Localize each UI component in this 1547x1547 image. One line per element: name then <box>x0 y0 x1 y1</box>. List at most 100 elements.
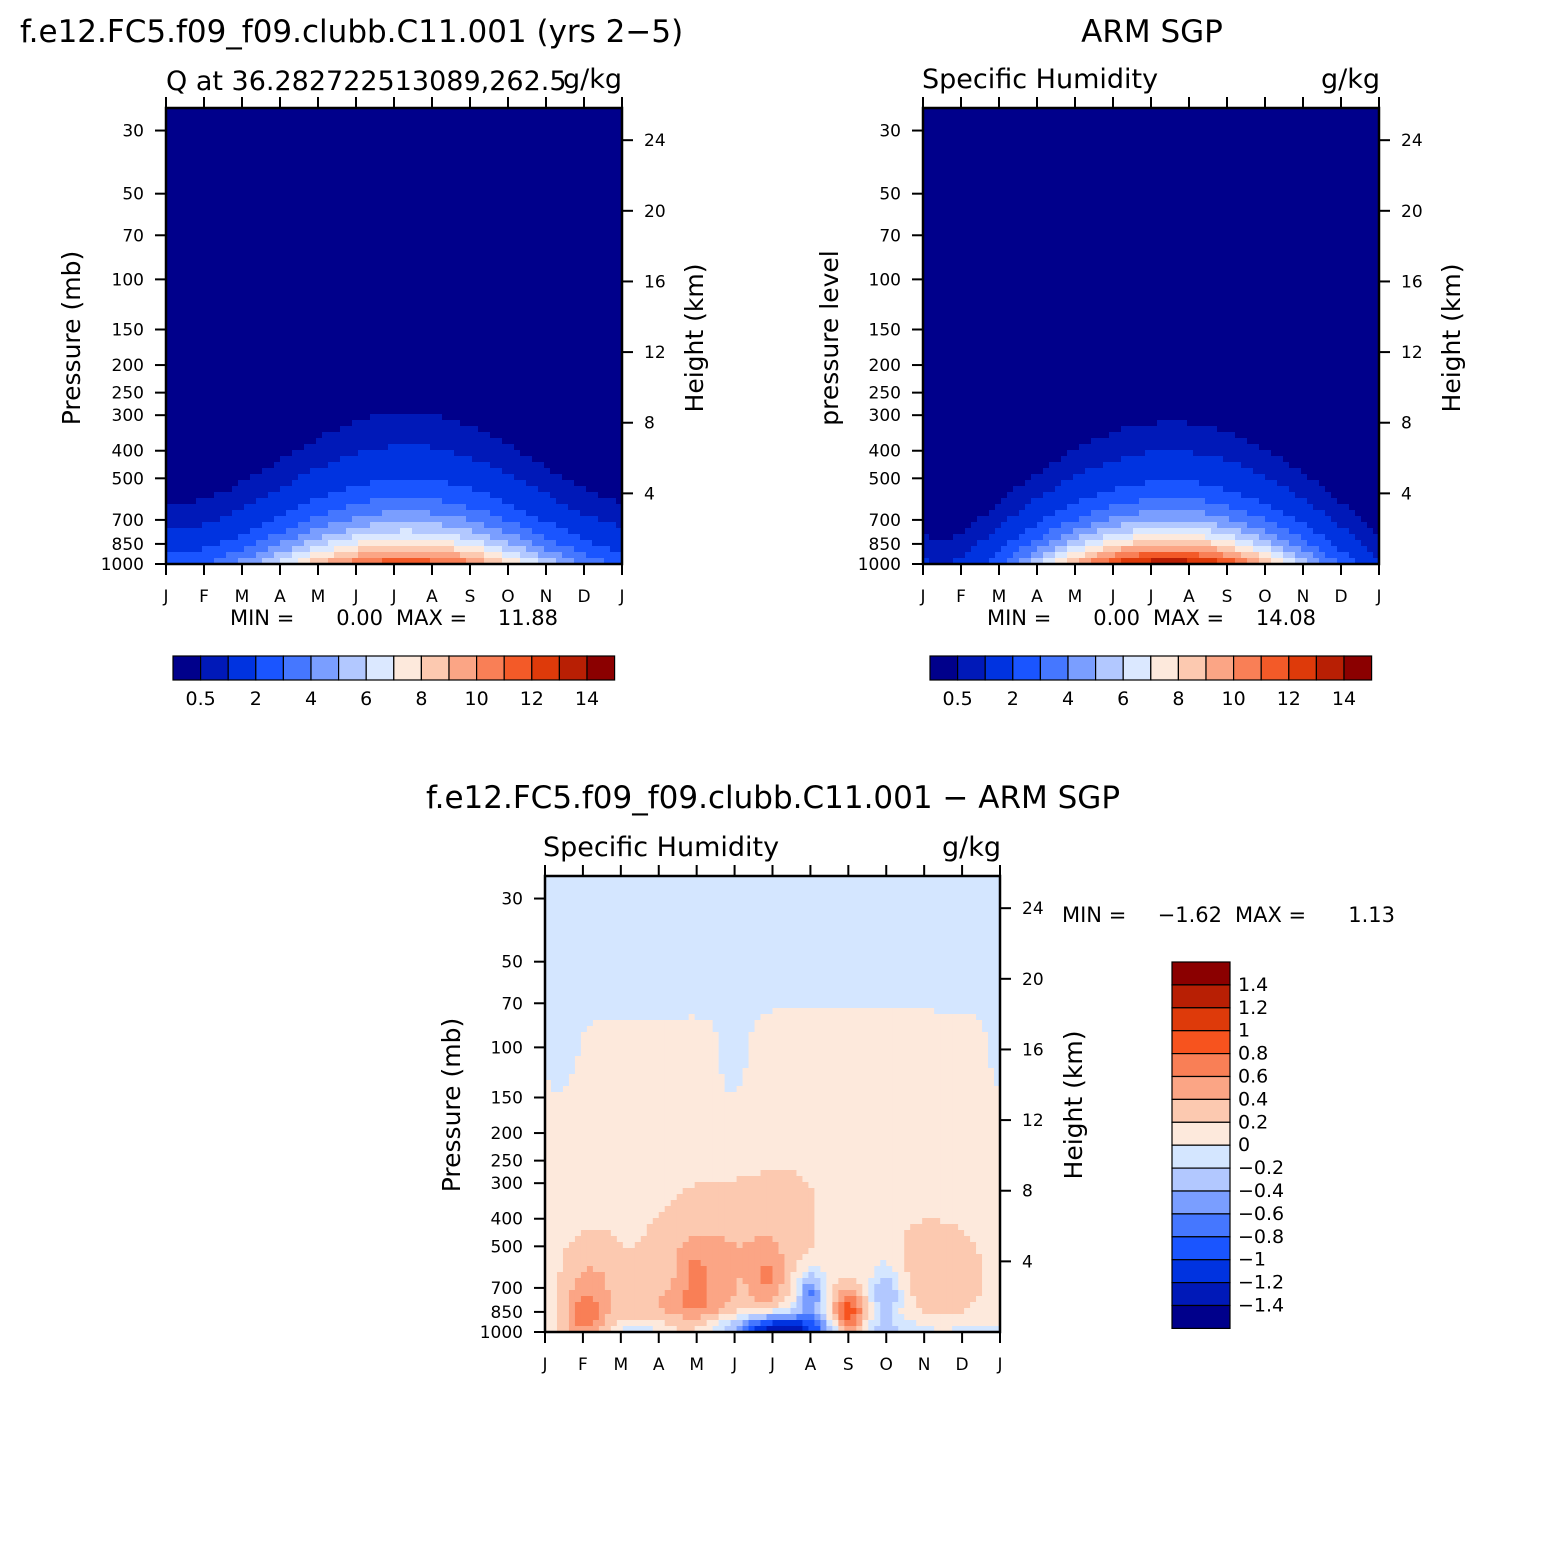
contour-cell <box>598 462 605 469</box>
contour-cell <box>190 192 197 199</box>
contour-cell <box>478 402 485 409</box>
contour-cell <box>268 354 275 361</box>
contour-cell <box>526 468 533 475</box>
contour-cell <box>214 480 221 487</box>
contour-cell <box>490 402 497 409</box>
contour-cell <box>292 300 299 307</box>
contour-cell <box>334 246 341 253</box>
contour-cell <box>226 360 233 367</box>
contour-cell <box>316 138 323 145</box>
contour-cell <box>370 306 377 313</box>
contour-cell <box>418 354 425 361</box>
contour-cell <box>520 348 527 355</box>
contour-cell <box>526 216 533 223</box>
contour-cell <box>376 480 383 487</box>
contour-cell <box>394 156 401 163</box>
contour-cell <box>394 168 401 175</box>
contour-cell <box>472 438 479 445</box>
contour-cell <box>430 312 437 319</box>
contour-cell <box>274 306 281 313</box>
contour-cell <box>268 168 275 175</box>
contour-cell <box>352 288 359 295</box>
contour-cell <box>352 228 359 235</box>
contour-cell <box>508 240 515 247</box>
contour-cell <box>448 150 455 157</box>
contour-cell <box>238 474 245 481</box>
contour-cell <box>502 402 509 409</box>
contour-cell <box>400 186 407 193</box>
contour-cell <box>244 162 251 169</box>
contour-cell <box>592 294 599 301</box>
contour-cell <box>226 306 233 313</box>
contour-cell <box>238 450 245 457</box>
contour-cell <box>370 282 377 289</box>
contour-cell <box>574 384 581 391</box>
contour-cell <box>214 120 221 127</box>
contour-cell <box>538 366 545 373</box>
contour-cell <box>526 276 533 283</box>
contour-cell <box>466 132 473 139</box>
contour-cell <box>358 186 365 193</box>
contour-cell <box>418 174 425 181</box>
contour-cell <box>550 438 557 445</box>
contour-cell <box>610 342 617 349</box>
contour-cell <box>484 192 491 199</box>
contour-cell <box>436 240 443 247</box>
contour-cell <box>478 180 485 187</box>
contour-cell <box>406 366 413 373</box>
contour-cell <box>196 132 203 139</box>
contour-cell <box>514 312 521 319</box>
contour-cell <box>508 354 515 361</box>
contour-cell <box>370 444 377 451</box>
contour-cell <box>370 186 377 193</box>
contour-cell <box>262 252 269 259</box>
contour-cell <box>400 126 407 133</box>
contour-cell <box>382 378 389 385</box>
contour-cell <box>292 480 299 487</box>
contour-cell <box>466 150 473 157</box>
contour-cell <box>556 234 563 241</box>
contour-cell <box>268 414 275 421</box>
contour-cell <box>274 486 281 493</box>
contour-cell <box>316 312 323 319</box>
contour-cell <box>520 432 527 439</box>
contour-cell <box>412 270 419 277</box>
contour-cell <box>262 186 269 193</box>
contour-cell <box>286 348 293 355</box>
contour-cell <box>616 342 623 349</box>
contour-cell <box>250 300 257 307</box>
contour-cell <box>274 246 281 253</box>
contour-cell <box>538 204 545 211</box>
contour-cell <box>472 294 479 301</box>
contour-cell <box>208 288 215 295</box>
contour-cell <box>388 186 395 193</box>
contour-cell <box>388 396 395 403</box>
contour-cell <box>598 384 605 391</box>
contour-cell <box>208 252 215 259</box>
contour-cell <box>172 126 179 133</box>
contour-cell <box>520 222 527 229</box>
contour-cell <box>538 378 545 385</box>
contour-cell <box>526 138 533 145</box>
contour-cell <box>202 426 209 433</box>
contour-cell <box>298 438 305 445</box>
contour-cell <box>532 360 539 367</box>
contour-cell <box>238 228 245 235</box>
contour-cell <box>196 462 203 469</box>
contour-cell <box>328 156 335 163</box>
contour-cell <box>568 300 575 307</box>
contour-cell <box>592 378 599 385</box>
contour-cell <box>292 306 299 313</box>
contour-cell <box>322 114 329 121</box>
contour-cell <box>526 228 533 235</box>
contour-cell <box>502 144 509 151</box>
contour-cell <box>604 162 611 169</box>
contour-cell <box>544 270 551 277</box>
contour-cell <box>490 228 497 235</box>
contour-cell <box>520 396 527 403</box>
contour-cell <box>406 204 413 211</box>
contour-cell <box>280 360 287 367</box>
contour-cell <box>568 282 575 289</box>
contour-cell <box>466 462 473 469</box>
contour-cell <box>388 468 395 475</box>
